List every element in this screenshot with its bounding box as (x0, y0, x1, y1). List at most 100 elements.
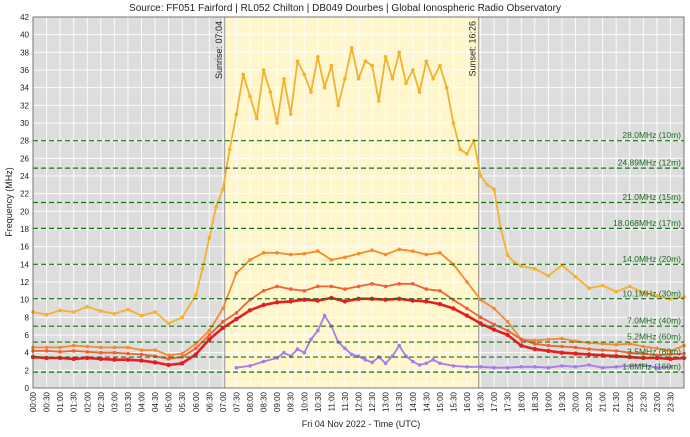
data-point (302, 251, 307, 256)
data-point (560, 336, 564, 341)
data-point (478, 315, 483, 320)
data-point (44, 349, 49, 353)
data-point (424, 59, 429, 63)
x-tick-label: 21:00 (599, 391, 608, 412)
data-point (112, 312, 117, 316)
data-point (288, 287, 293, 291)
data-point (424, 299, 429, 304)
data-point (166, 321, 171, 326)
data-point (444, 85, 449, 90)
data-point (586, 352, 592, 357)
data-point (668, 349, 673, 353)
data-point (628, 364, 632, 368)
data-point (492, 365, 496, 370)
x-tick-label: 07:00 (219, 391, 228, 412)
data-point (329, 258, 334, 262)
data-point (316, 55, 320, 59)
data-point (166, 357, 171, 361)
data-point (587, 347, 591, 351)
data-point (397, 50, 402, 55)
y-tick-label: 12 (20, 278, 29, 287)
data-point (275, 121, 279, 125)
data-point (139, 358, 144, 363)
band-label: 28.0MHz (10m) (622, 130, 681, 140)
data-point (309, 337, 313, 342)
y-tick-label: 42 (20, 13, 29, 22)
x-tick-label: 12:30 (368, 391, 377, 412)
data-point (485, 183, 490, 187)
data-point (166, 362, 171, 368)
data-point (261, 302, 266, 308)
data-point (600, 283, 605, 288)
data-point (194, 346, 198, 351)
y-axis-label: Frequency (MHz) (4, 167, 14, 237)
x-tick-label: 05:30 (178, 391, 187, 412)
data-point (532, 346, 537, 352)
data-point (220, 325, 226, 331)
data-point (411, 249, 415, 253)
data-point (288, 112, 293, 116)
data-point (668, 297, 673, 301)
data-point (180, 361, 185, 366)
data-point (390, 77, 395, 81)
x-tick-label: 03:30 (124, 391, 133, 412)
data-point (641, 363, 646, 367)
data-point (112, 350, 117, 355)
data-point (478, 365, 483, 369)
data-point (587, 363, 591, 367)
y-tick-label: 22 (20, 190, 29, 199)
data-point (139, 352, 144, 357)
x-tick-label: 20:00 (572, 391, 581, 412)
data-point (234, 112, 239, 116)
sunset-label: Sunset: 16:26 (468, 21, 478, 77)
data-point (465, 280, 469, 284)
y-tick-label: 10 (20, 296, 29, 305)
data-point (295, 59, 300, 63)
band-label: 14.0MHz (20m) (622, 254, 681, 264)
data-point (193, 352, 198, 357)
x-tick-label: 23:00 (653, 391, 662, 412)
data-point (58, 345, 62, 350)
data-point (302, 350, 307, 355)
data-point (655, 294, 659, 298)
data-point (58, 350, 62, 354)
y-tick-label: 2 (25, 366, 30, 375)
data-point (424, 252, 429, 257)
data-point (180, 351, 184, 356)
data-point (275, 284, 279, 289)
data-point (411, 359, 415, 364)
x-tick-label: 11:00 (327, 391, 336, 411)
data-point (194, 293, 198, 298)
data-point (207, 236, 212, 240)
data-point (126, 351, 130, 356)
sunrise-label: Sunrise: 07:04 (214, 21, 224, 79)
x-tick-label: 02:30 (97, 391, 106, 412)
data-point (519, 343, 524, 348)
data-point (546, 337, 551, 342)
data-point (329, 284, 334, 289)
data-point (71, 343, 76, 348)
data-point (316, 249, 320, 253)
data-point (139, 313, 144, 318)
data-point (668, 356, 673, 362)
data-point (417, 363, 422, 367)
band-label: 5.2MHz (60m) (627, 332, 681, 342)
data-point (438, 361, 442, 366)
y-tick-label: 30 (20, 119, 29, 128)
x-tick-label: 10:00 (300, 391, 309, 412)
data-point (234, 271, 239, 276)
data-point (139, 348, 144, 352)
data-point (363, 59, 368, 63)
data-point (451, 306, 456, 311)
x-tick-label: 02:00 (83, 391, 92, 412)
data-point (641, 344, 646, 349)
data-point (404, 81, 408, 86)
data-point (438, 63, 442, 68)
data-point (349, 46, 354, 50)
data-point (560, 364, 564, 368)
x-tick-label: 16:30 (477, 391, 486, 412)
data-point (383, 297, 388, 302)
data-point (234, 311, 239, 315)
data-point (492, 306, 496, 311)
